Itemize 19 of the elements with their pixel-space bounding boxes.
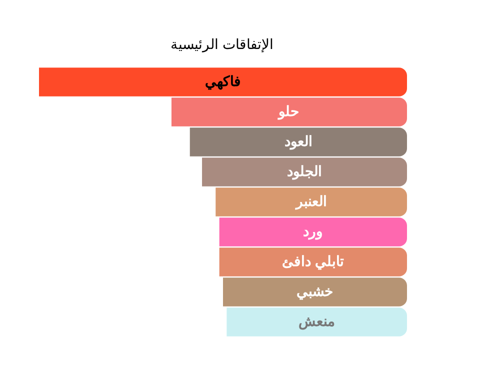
y-tick-label: خشبي	[296, 282, 334, 300]
y-tick-label: ورد	[303, 222, 324, 240]
y-tick-label: منعش	[298, 312, 336, 330]
bar	[216, 188, 407, 216]
bar	[223, 278, 407, 306]
y-tick-label: العود	[284, 132, 312, 150]
y-tick-label: حلو	[278, 102, 300, 120]
bar	[219, 248, 407, 276]
y-tick-label: الجلود	[287, 162, 322, 180]
bar	[39, 68, 407, 96]
chart-title: الإتفاقات الرئيسية	[170, 36, 274, 53]
y-tick-label: تابلي دافئ	[282, 252, 344, 270]
bar	[202, 158, 407, 186]
bar	[171, 98, 407, 126]
y-tick-label: العنبر	[294, 192, 327, 210]
bar	[219, 218, 407, 246]
bar	[190, 128, 407, 156]
y-tick-label: فاكهي	[205, 72, 241, 90]
bar	[226, 308, 407, 336]
